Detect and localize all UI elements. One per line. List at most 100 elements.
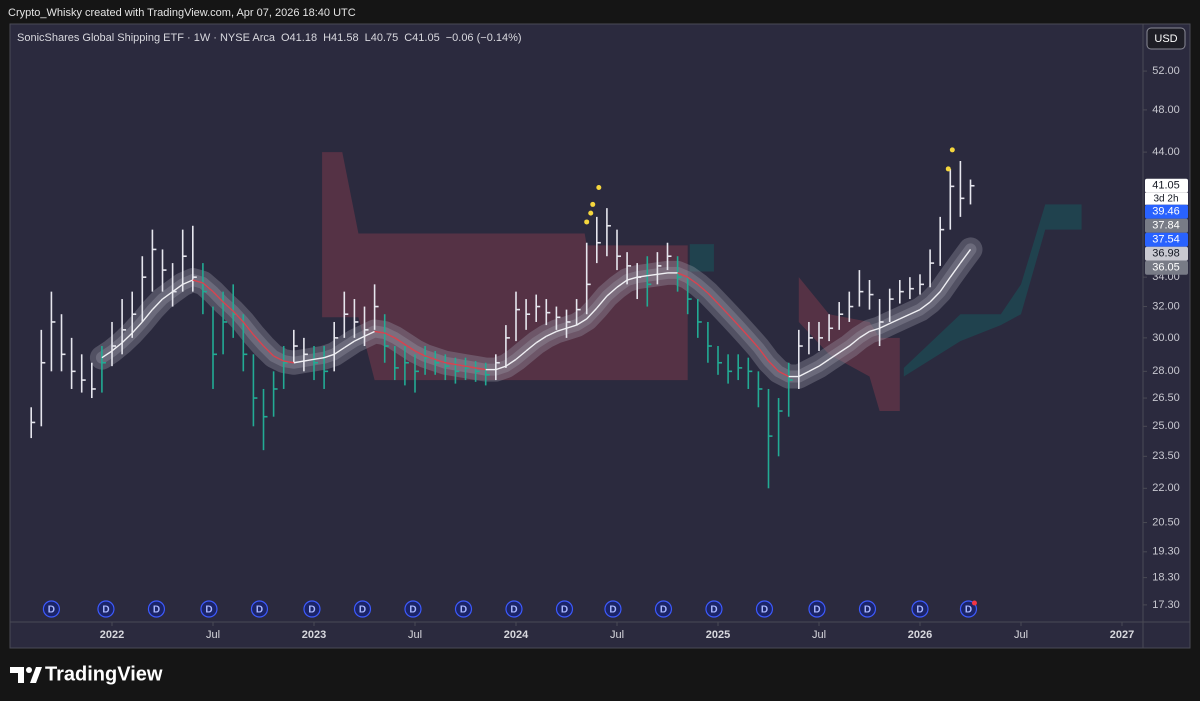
y-tick-label: 18.30 [1152,572,1180,584]
ma-line [212,291,224,303]
dividend-label: D [710,605,717,616]
x-tick-label: Jul [812,629,826,641]
ma-line [252,334,265,347]
price-tag [1145,260,1188,275]
x-tick-label: Jul [610,629,624,641]
ma-line [192,279,204,284]
ma-line [343,340,355,349]
ma-line [404,343,416,352]
ma-line [263,345,275,357]
countdown-tag [1145,192,1188,205]
dividend-marker [555,600,574,618]
dividend-marker [97,600,115,618]
ma-line [939,276,951,293]
dividend-label: D [864,605,871,616]
ma-line [838,345,850,354]
dividend-marker [404,600,422,618]
ma-line [546,330,557,337]
y-tick-label: 22.00 [1152,482,1180,494]
ma-line [808,365,820,372]
y-tick-label: 52.00 [1152,65,1180,77]
y-tick-label: 19.30 [1152,546,1180,558]
ma-line [374,330,385,334]
ma-line [525,342,537,352]
ma-line [767,360,780,372]
currency-button[interactable] [1146,27,1186,50]
ma-line [596,295,608,309]
price-tag [1145,232,1188,247]
ma-line [283,360,294,364]
ma-line [445,362,456,366]
ma-line [424,355,436,361]
dividend-marker [858,600,877,618]
ma-line [535,335,547,344]
ma-line [242,321,254,336]
dividend-label: D [409,605,416,616]
dividend-label: D [660,605,667,616]
ma-line [172,283,184,293]
ma-line [273,355,285,362]
dividend-label: D [561,605,568,616]
ma-line [929,291,941,303]
ma-line [556,327,567,333]
ma-line [222,301,234,312]
ma-line [626,276,638,281]
y-tick-label: 23.50 [1152,450,1180,462]
dividend-label: D [359,605,366,616]
dividend-marker [959,600,978,618]
y-tick-label: 32.00 [1152,300,1180,312]
ma-line [818,358,830,367]
cloud-area [903,204,1082,377]
signal-dot [584,219,590,225]
dividend-marker [505,600,523,618]
high-label: H41.58 [323,32,358,44]
dividend-label: D [761,605,768,616]
ma-line [919,301,931,311]
ma-line [848,337,860,347]
currency-label[interactable]: USD [1154,33,1177,45]
ma-line [717,303,729,315]
x-tick-label: 2025 [706,629,730,641]
ma-line [889,318,901,325]
change-label: −0.06 (−0.14%) [446,32,522,44]
ma-line [798,370,810,378]
ma-line [232,310,244,323]
low-label: L40.75 [365,32,399,44]
ma-line [747,335,759,349]
signal-dot [590,201,596,207]
ma-line [202,282,214,293]
signal-dot [949,147,955,153]
dividend-label: D [965,605,972,616]
y-tick-label: 26.50 [1152,392,1180,404]
price-tag-label: 37.54 [1152,234,1180,246]
y-tick-label: 25.00 [1152,420,1180,432]
dividend-label: D [460,605,467,616]
y-tick-label: 28.00 [1152,365,1180,377]
price-tag-label: 41.05 [1152,180,1180,192]
ma-line [586,307,598,320]
symbol-title: SonicShares Global Shipping ETF · 1W · N… [17,32,276,44]
brand-name: TradingView [45,663,163,685]
x-tick-label: 2024 [504,629,529,641]
dividend-label: D [102,605,109,616]
ma-line [111,342,123,352]
ma-line [687,276,699,285]
dividend-marker [353,600,372,618]
ma-line [162,291,174,300]
axes: 52.0048.0044.0034.0032.0030.0028.0026.50… [100,65,1188,641]
y-tick-label: 30.00 [1152,332,1180,344]
x-tick-label: 2023 [302,629,326,641]
ma-line [959,249,972,264]
ma-line [637,275,648,278]
cloud-area [322,152,688,381]
ma-line [475,367,486,371]
dividend-marker [604,600,622,618]
y-tick-label: 17.30 [1152,599,1180,611]
attribution: Crypto_Whisky created with TradingView.c… [8,7,356,19]
dividend-marker [654,600,673,618]
ma-line [303,358,315,362]
signal-dot [588,210,594,216]
y-tick-label: 44.00 [1152,146,1180,158]
dividend-marker [705,600,723,618]
